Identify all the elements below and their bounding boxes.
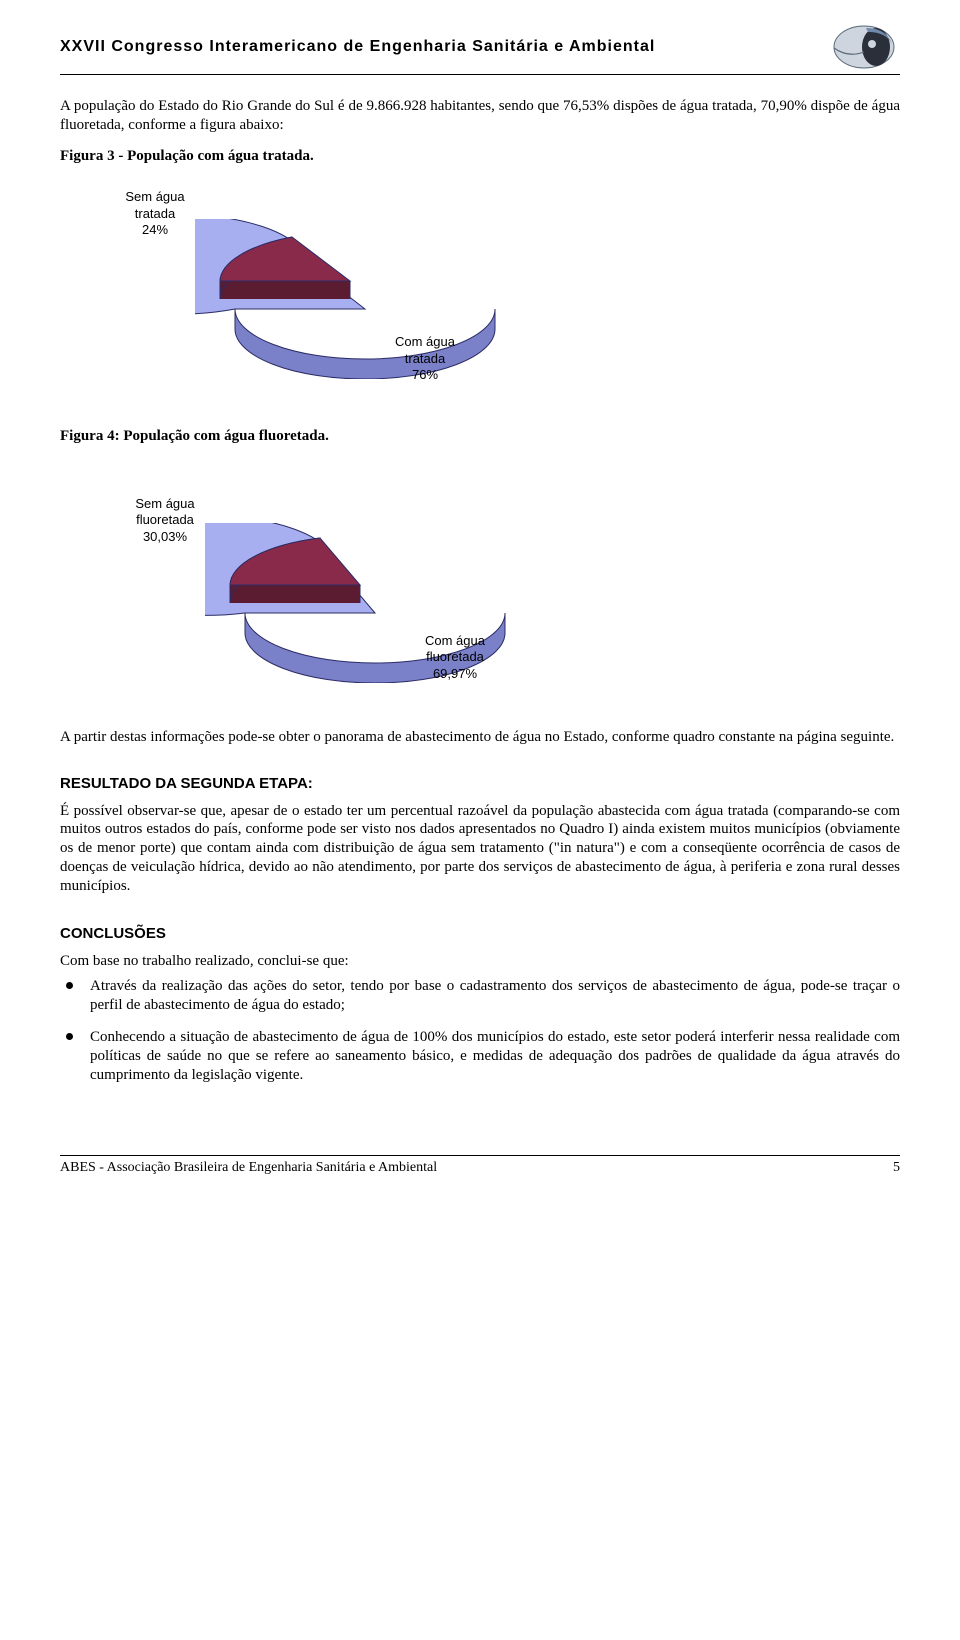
chart1-label-com: Com águatratada76% <box>365 334 485 383</box>
list-item: Conhecendo a situação de abastecimento d… <box>60 1028 900 1084</box>
conclusoes-intro: Com base no trabalho realizado, conclui-… <box>60 952 900 971</box>
conclusoes-heading: CONCLUSÕES <box>60 925 900 944</box>
after-charts-paragraph: A partir destas informações pode-se obte… <box>60 728 900 747</box>
congress-title: XXVII Congresso Interamericano de Engenh… <box>60 37 655 57</box>
figure-4-chart: Sem águafluoretada30,03% Com águafluoret… <box>60 468 900 718</box>
intro-paragraph: A população do Estado do Rio Grande do S… <box>60 97 900 135</box>
figure-4-caption: Figura 4: População com água fluoretada. <box>60 427 900 446</box>
footer-page-number: 5 <box>893 1159 900 1177</box>
figure-3-caption: Figura 3 - População com água tratada. <box>60 147 900 166</box>
page-header: XXVII Congresso Interamericano de Engenh… <box>60 22 900 75</box>
list-item: Através da realização das ações do setor… <box>60 977 900 1015</box>
chart2-label-com: Com águafluoretada69,97% <box>395 633 515 682</box>
congress-logo-icon <box>832 22 900 72</box>
resultado-paragraph: É possível observar-se que, apesar de o … <box>60 802 900 896</box>
figure-3-chart: Sem águatratada24% Com águatratada76% <box>60 179 900 409</box>
page-footer: ABES - Associação Brasileira de Engenhar… <box>60 1155 900 1177</box>
resultado-heading: RESULTADO DA SEGUNDA ETAPA: <box>60 775 900 794</box>
conclusoes-list: Através da realização das ações do setor… <box>60 977 900 1085</box>
footer-org: ABES - Associação Brasileira de Engenhar… <box>60 1159 437 1177</box>
